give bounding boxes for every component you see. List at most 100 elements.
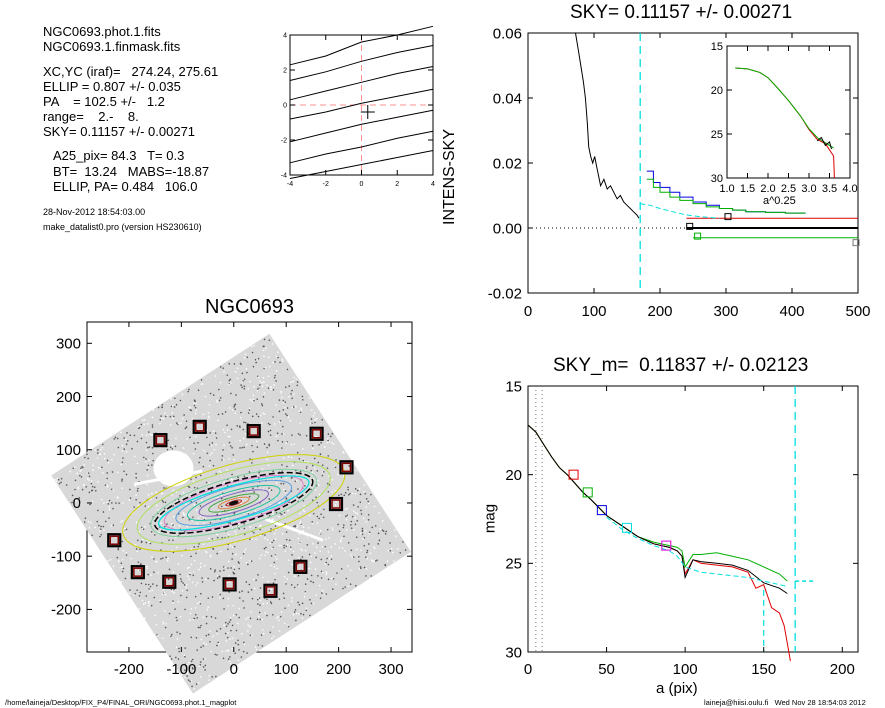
noise-pixel	[297, 601, 300, 604]
noise-pixel	[193, 404, 196, 407]
noise-pixel	[359, 532, 362, 535]
mag-marker	[661, 540, 672, 551]
noise-pixel	[187, 485, 190, 488]
noise-pixel	[310, 555, 313, 558]
noise-pixel	[304, 592, 307, 595]
noise-pixel	[169, 415, 172, 418]
noise-pixel	[97, 466, 100, 469]
info-file-image: NGC0693.phot.1.fits	[43, 24, 161, 39]
noise-pixel	[274, 374, 277, 377]
noise-pixel	[219, 365, 222, 368]
noise-pixel	[120, 581, 123, 583]
inset-xtick-label: 2.5	[781, 183, 796, 195]
noise-pixel	[290, 583, 293, 586]
noise-pixel	[179, 399, 182, 402]
noise-pixel	[318, 532, 321, 535]
noise-pixel	[254, 526, 257, 529]
noise-pixel	[282, 399, 285, 402]
noise-pixel	[222, 565, 225, 568]
noise-pixel	[110, 488, 113, 491]
noise-pixel	[226, 374, 229, 377]
noise-pixel	[162, 621, 165, 624]
noise-pixel	[229, 445, 232, 447]
noise-pixel	[273, 422, 276, 425]
isophote-ytick-label: -2	[281, 137, 287, 144]
noise-pixel	[327, 490, 330, 493]
noise-pixel	[229, 662, 232, 665]
noise-pixel	[274, 538, 277, 541]
noise-pixel	[149, 433, 152, 436]
noise-pixel	[94, 449, 97, 452]
noise-pixel	[213, 448, 216, 451]
noise-pixel	[243, 550, 246, 553]
noise-pixel	[262, 345, 265, 348]
noise-pixel	[350, 520, 353, 523]
noise-pixel	[205, 634, 208, 637]
noise-pixel	[174, 608, 177, 611]
noise-pixel	[344, 550, 347, 552]
mag-marker	[622, 522, 632, 533]
noise-pixel	[96, 520, 99, 523]
noise-pixel	[173, 591, 176, 594]
noise-pixel	[367, 543, 370, 545]
noise-pixel	[161, 406, 164, 409]
noise-pixel	[123, 470, 126, 473]
noise-pixel	[266, 598, 268, 601]
noise-pixel	[229, 392, 232, 395]
noise-pixel	[176, 619, 179, 622]
noise-pixel	[280, 513, 283, 516]
noise-pixel	[190, 679, 193, 682]
noise-pixel	[231, 546, 234, 549]
noise-pixel	[293, 443, 296, 446]
noise-pixel	[299, 612, 302, 615]
noise-pixel	[308, 553, 311, 556]
galaxy-ytick-label: 300	[56, 336, 81, 353]
noise-pixel	[228, 441, 231, 444]
noise-pixel	[204, 664, 207, 667]
noise-pixel	[122, 549, 125, 552]
noise-pixel	[205, 622, 208, 625]
noise-pixel	[324, 563, 327, 566]
noise-pixel	[363, 529, 366, 532]
noise-pixel	[106, 501, 109, 504]
noise-pixel	[282, 488, 285, 491]
isophote-line	[289, 130, 434, 164]
noise-pixel	[222, 569, 225, 572]
noise-pixel	[167, 578, 170, 581]
noise-pixel	[247, 387, 250, 390]
noise-pixel	[335, 500, 338, 503]
noise-pixel	[169, 655, 172, 658]
noise-pixel	[172, 489, 175, 492]
noise-pixel	[113, 437, 116, 440]
noise-pixel	[327, 563, 330, 566]
noise-pixel	[242, 600, 245, 603]
noise-pixel	[148, 459, 151, 462]
noise-pixel	[238, 562, 240, 565]
noise-pixel	[206, 608, 209, 611]
noise-pixel	[122, 567, 125, 570]
isophote-line	[289, 25, 434, 66]
noise-pixel	[189, 406, 192, 409]
noise-pixel	[256, 389, 259, 392]
noise-pixel	[330, 555, 333, 557]
sky-box-inner	[295, 562, 306, 572]
noise-pixel	[335, 572, 338, 575]
noise-pixel	[192, 452, 195, 455]
noise-pixel	[216, 577, 219, 580]
noise-pixel	[232, 571, 235, 574]
noise-pixel	[258, 525, 261, 528]
noise-pixel	[147, 600, 150, 603]
noise-pixel	[295, 479, 298, 482]
noise-pixel	[116, 556, 119, 559]
noise-pixel	[228, 379, 231, 382]
noise-pixel	[159, 600, 162, 603]
noise-pixel	[257, 357, 260, 360]
noise-pixel	[136, 462, 139, 465]
noise-pixel	[213, 570, 216, 573]
noise-pixel	[79, 467, 82, 470]
noise-pixel	[313, 421, 316, 424]
noise-pixel	[279, 361, 281, 364]
noise-pixel	[268, 498, 271, 500]
noise-pixel	[316, 479, 319, 482]
noise-pixel	[345, 518, 348, 521]
